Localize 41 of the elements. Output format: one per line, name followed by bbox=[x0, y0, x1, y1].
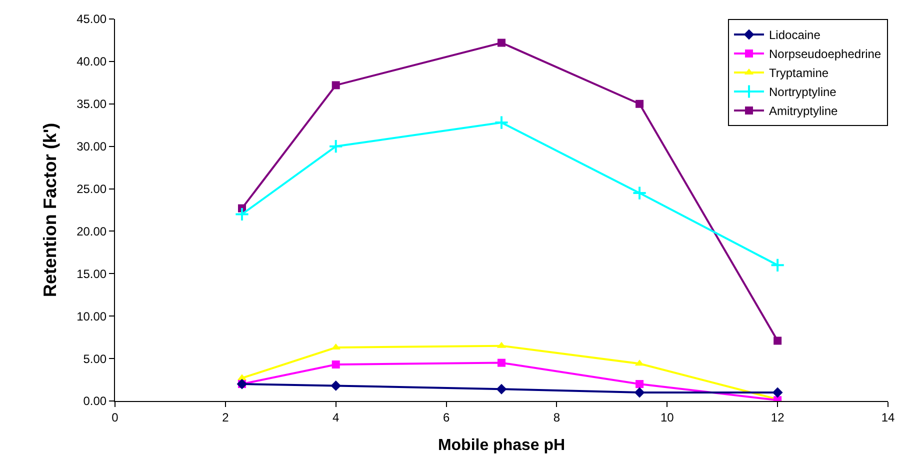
point bbox=[770, 258, 785, 272]
y-tick-label: 25.00 bbox=[76, 182, 107, 196]
y-axis-title: Retention Factor (k') bbox=[40, 122, 60, 298]
point bbox=[496, 384, 507, 394]
point bbox=[234, 206, 250, 222]
point bbox=[494, 115, 509, 130]
y-tick-label: 5.00 bbox=[83, 352, 107, 366]
point bbox=[328, 139, 344, 154]
x-tick-label: 6 bbox=[442, 410, 450, 424]
x-tick-label: 14 bbox=[881, 410, 895, 424]
y-tick-label: 40.00 bbox=[76, 54, 107, 69]
x-tick-label: 12 bbox=[770, 410, 785, 424]
x-tick-label: 2 bbox=[222, 410, 230, 424]
legend-label: Norpseudoephedrine bbox=[769, 47, 882, 62]
point bbox=[498, 38, 506, 47]
y-tick-label: 45.00 bbox=[76, 12, 107, 26]
point bbox=[636, 380, 644, 388]
y-tick-label: 10.00 bbox=[76, 309, 107, 324]
x-tick-label: 4 bbox=[332, 410, 340, 424]
point bbox=[332, 81, 340, 90]
y-tick-label: 0.00 bbox=[83, 394, 107, 408]
point bbox=[636, 100, 644, 108]
y-tick-label: 15.00 bbox=[76, 266, 107, 281]
y-tick-label: 35.00 bbox=[76, 97, 107, 112]
legend-label: Nortryptyline bbox=[769, 85, 837, 100]
x-tick-label: 10 bbox=[660, 410, 674, 424]
point bbox=[498, 358, 506, 367]
x-tick-label: 8 bbox=[553, 410, 560, 424]
point bbox=[330, 380, 342, 391]
point bbox=[634, 387, 645, 398]
x-tick-label: 0 bbox=[112, 410, 119, 424]
y-tick-label: 30.00 bbox=[76, 140, 107, 154]
legend-label: Lidocaine bbox=[769, 28, 821, 42]
point bbox=[772, 387, 783, 398]
legend-label: Amitryptyline bbox=[769, 104, 838, 118]
point bbox=[332, 360, 340, 368]
x-axis-title: Mobile phase pH bbox=[438, 437, 566, 454]
point bbox=[774, 336, 782, 345]
legend-label: Tryptamine bbox=[769, 66, 829, 80]
y-tick-label: 20.00 bbox=[76, 224, 107, 238]
point bbox=[632, 186, 647, 200]
